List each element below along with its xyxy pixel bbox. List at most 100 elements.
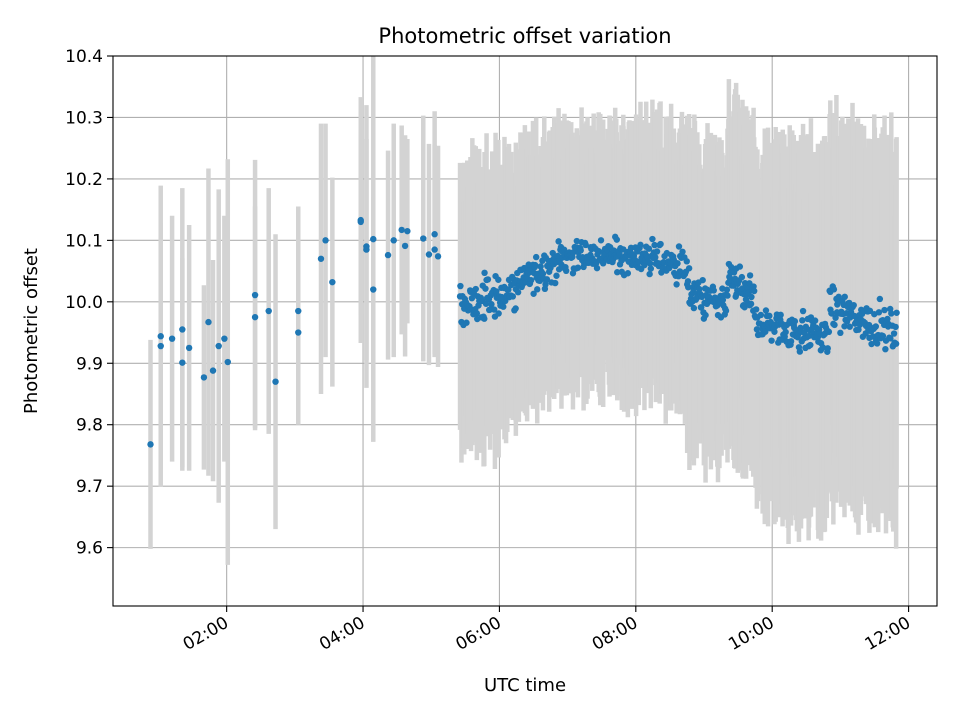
data-point (425, 251, 433, 258)
data-point (753, 326, 761, 333)
y-tick-label: 10.0 (65, 293, 103, 313)
data-point (811, 317, 819, 324)
data-point (224, 358, 231, 366)
data-point (530, 290, 537, 297)
data-point (370, 235, 377, 243)
data-point (553, 272, 560, 279)
data-point (747, 300, 755, 308)
data-point (828, 310, 836, 317)
data-point (657, 240, 664, 248)
data-point (562, 267, 570, 275)
data-point (482, 300, 490, 307)
data-point (205, 318, 212, 326)
data-point (317, 255, 325, 262)
data-point (593, 264, 601, 272)
data-point (841, 293, 848, 301)
data-point (799, 307, 807, 315)
data-point (872, 323, 880, 330)
data-point (595, 248, 602, 256)
y-axis-ticks: 9.6 9.7 9.8 9.9 10.0 10.1 10.2 10.3 10.4 (65, 47, 113, 559)
y-tick-label: 10.2 (65, 170, 103, 190)
data-point (892, 340, 900, 347)
data-point (696, 285, 703, 293)
data-point (873, 340, 881, 347)
data-point (882, 345, 889, 353)
data-point (752, 306, 760, 313)
data-point (295, 329, 302, 336)
data-point (532, 253, 540, 261)
data-point (791, 318, 799, 325)
data-point (782, 328, 789, 336)
data-point (209, 367, 217, 374)
y-axis-label: Photometric offset (21, 248, 42, 414)
data-point (472, 285, 479, 293)
data-point (157, 333, 164, 340)
data-point (884, 315, 891, 323)
data-point (699, 276, 706, 284)
data-point (799, 317, 806, 324)
data-point (736, 263, 744, 270)
data-point (370, 286, 377, 293)
data-point (652, 254, 659, 261)
data-point (748, 293, 755, 301)
y-tick-label: 9.6 (76, 539, 103, 559)
data-point (514, 289, 522, 296)
data-points (147, 216, 900, 448)
data-point (484, 276, 492, 283)
data-point (651, 241, 658, 249)
data-point (653, 248, 661, 255)
data-point (431, 246, 438, 253)
data-point (893, 309, 900, 316)
data-point (646, 270, 653, 278)
data-point (482, 285, 489, 292)
data-point (490, 306, 498, 313)
data-point (555, 238, 562, 245)
data-point (215, 342, 222, 350)
data-point (722, 307, 730, 314)
data-point (690, 304, 698, 312)
data-point (431, 231, 438, 238)
data-point (683, 258, 690, 265)
data-point (401, 242, 409, 250)
data-point (295, 307, 302, 315)
data-point (738, 273, 746, 281)
data-point (495, 276, 502, 283)
y-tick-label: 9.8 (76, 416, 103, 436)
data-point (685, 284, 692, 291)
data-point (723, 286, 731, 293)
data-point (404, 227, 411, 235)
data-point (868, 340, 875, 348)
data-point (534, 286, 541, 293)
data-point (398, 226, 405, 234)
data-point (384, 251, 392, 259)
data-point (837, 329, 844, 337)
y-tick-label: 10.1 (65, 231, 103, 251)
data-point (147, 441, 154, 448)
data-point (599, 260, 607, 267)
data-point (577, 247, 584, 254)
data-point (481, 269, 488, 277)
data-point (881, 306, 888, 314)
data-point (329, 278, 336, 286)
chart-title: Photometric offset variation (378, 24, 671, 48)
data-point (685, 265, 693, 272)
error-bars (148, 56, 899, 565)
data-point (457, 282, 464, 290)
data-point (551, 279, 559, 287)
data-point (265, 307, 272, 315)
y-tick-label: 9.9 (76, 354, 103, 374)
data-point (645, 245, 653, 252)
data-point (768, 337, 775, 344)
data-point (888, 310, 895, 317)
data-point (684, 278, 692, 285)
data-point (251, 291, 259, 299)
data-point (582, 241, 589, 249)
plot-area-frame (112, 55, 938, 607)
data-point (746, 272, 754, 279)
data-point (879, 332, 887, 340)
data-point (787, 338, 795, 345)
data-point (322, 237, 329, 244)
data-point (554, 252, 562, 260)
data-point (762, 307, 770, 314)
data-point (741, 304, 748, 311)
